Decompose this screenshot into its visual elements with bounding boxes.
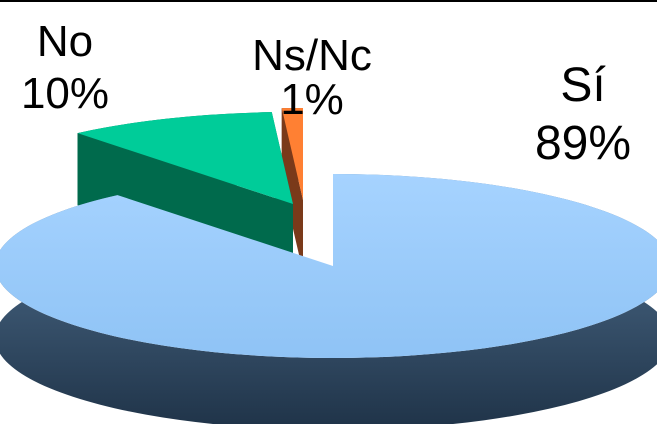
- pie-wall-nsnc-0: [281, 108, 303, 272]
- pie-slice-no: [77, 112, 293, 204]
- slice-label-no-name: No: [36, 17, 94, 66]
- slice-label-si-name: Sí: [560, 59, 606, 112]
- slice-label-si: Sí 89%: [508, 62, 657, 168]
- top-border-line: [0, 0, 657, 2]
- slice-label-no: No 10%: [0, 20, 130, 116]
- slice-label-no-value: 10%: [20, 69, 110, 118]
- slice-label-si-value: 89%: [534, 117, 632, 170]
- slice-label-nsnc-name: Ns/Nc: [252, 31, 372, 80]
- pie-slice-s: [0, 174, 657, 358]
- slice-label-nsnc-value: 1%: [280, 75, 344, 124]
- pie-slice-nsnc: [281, 108, 303, 200]
- slice-label-nsnc: Ns/Nc 1%: [228, 34, 396, 122]
- pie-slices: [0, 108, 657, 424]
